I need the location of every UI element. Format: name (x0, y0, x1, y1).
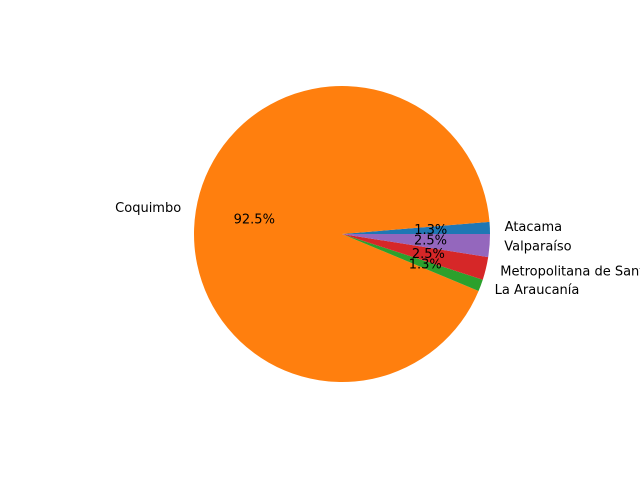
pie-slice (342, 221, 490, 234)
slice-label: Metropolitana de Santiago (500, 264, 640, 279)
slice-percent-label: 1.3% (414, 223, 447, 238)
slice-percent-label: 2.5% (412, 247, 445, 262)
pie-slice (194, 86, 490, 383)
slice-percent-label: 2.5% (414, 233, 447, 248)
pie-labels: Atacama 1.3% Coquimbo 92.5% La Araucanía 1.3%… (115, 201, 640, 298)
slice-label: La Araucanía (495, 283, 580, 298)
slice-percent-label: 92.5% (234, 213, 275, 228)
slice-label: Coquimbo (115, 201, 181, 216)
slice-label: Valparaíso (504, 239, 571, 254)
pie-slice (342, 234, 489, 280)
pie-slice (342, 234, 490, 258)
slice-percent-label: 1.3% (409, 257, 442, 272)
slice-label: Atacama (505, 220, 562, 235)
pie-slices (194, 86, 490, 383)
pie-slice (342, 234, 483, 292)
